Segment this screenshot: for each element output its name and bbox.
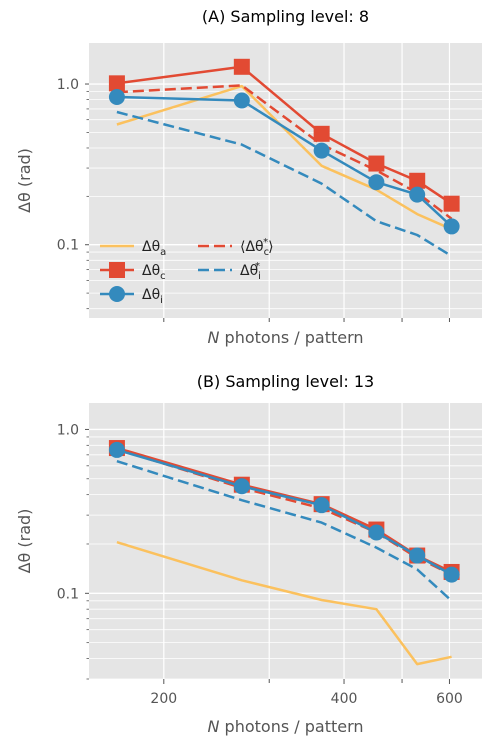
legend-label-part: a (160, 247, 166, 258)
x-axis-label: N photons / pattern (207, 717, 363, 736)
data-point-theta-i (443, 566, 460, 583)
panel-a: 0.1 1.0 (A) Sampling level: 8 N photons / p… (15, 7, 482, 347)
legend-label-part: Δθ (142, 263, 160, 279)
legend-label-part: c (160, 271, 166, 282)
panel-b: 0.1 1.0 200 400 600 (B) Sampling level: 13 N p… (15, 372, 482, 736)
y-tick-label: 0.1 (57, 238, 79, 254)
legend-marker (109, 262, 125, 278)
legend-label-part: i (160, 295, 163, 306)
legend-label: Δθa (142, 239, 166, 258)
legend-label-part: i (258, 271, 261, 282)
legend-label-part: * (263, 237, 268, 248)
y-tick-label: 1.0 (57, 77, 79, 93)
data-point-theta-c (313, 125, 330, 142)
legend-label: Δθi* (240, 261, 261, 282)
data-point-theta-i (313, 497, 330, 514)
y-tick-label: 0.1 (57, 586, 79, 602)
data-point-theta-i (233, 478, 250, 495)
series-line-theta-i-star (116, 460, 453, 602)
data-point-theta-i (313, 142, 330, 159)
legend-marker (109, 286, 125, 302)
data-point-theta-i (233, 92, 250, 109)
legend-label-part: Δθ (245, 239, 263, 255)
data-point-theta-i (409, 186, 426, 203)
x-axis-label: N photons / pattern (207, 328, 363, 347)
data-point-theta-c (368, 155, 385, 172)
data-point-theta-i (409, 547, 426, 564)
y-tick-label: 1.0 (57, 422, 79, 438)
legend-label-part: ⟩ (268, 239, 273, 255)
data-point-theta-c (108, 75, 125, 92)
plot-area (89, 403, 482, 679)
legend-label-part: Δθ (142, 287, 160, 303)
data-point-theta-c (409, 172, 426, 189)
x-axis-label-variable: N (207, 328, 219, 347)
chart-title: (A) Sampling level: 8 (202, 7, 369, 26)
x-axis-label-text: photons / pattern (219, 717, 363, 736)
y-axis-label: Δθ (rad) (15, 509, 34, 574)
legend-label: Δθi (142, 287, 163, 306)
series-line-theta-a (116, 84, 453, 231)
x-tick-label: 400 (331, 691, 358, 707)
chart-title: (B) Sampling level: 13 (197, 372, 374, 391)
series-group (108, 58, 460, 258)
x-axis-label-text: photons / pattern (219, 328, 363, 347)
y-axis-label: Δθ (rad) (15, 148, 34, 213)
data-point-theta-c (443, 195, 460, 212)
legend-label-part: Δθ (240, 263, 258, 279)
data-point-theta-i (108, 89, 125, 106)
x-tick-label: 200 (150, 691, 177, 707)
legend-label-part: * (255, 261, 260, 272)
data-point-theta-i (443, 218, 460, 235)
legend: Δθa ⟨Δθc*⟩Δθc Δθi*Δθi (100, 237, 274, 306)
legend-label-part: ⟨ (240, 239, 245, 255)
data-point-theta-i (368, 174, 385, 191)
legend-label-part: Δθ (142, 239, 160, 255)
legend-label: ⟨Δθc*⟩ (240, 237, 274, 258)
legend-label-part: c (264, 247, 270, 258)
data-point-theta-c (233, 58, 250, 75)
legend-label: Δθc (142, 263, 166, 282)
x-tick-label: 600 (436, 691, 463, 707)
series-line-theta-a (116, 541, 452, 666)
data-point-theta-i (368, 524, 385, 541)
x-axis-label-variable: N (207, 717, 219, 736)
data-point-theta-i (108, 441, 125, 458)
series-group (108, 440, 460, 666)
